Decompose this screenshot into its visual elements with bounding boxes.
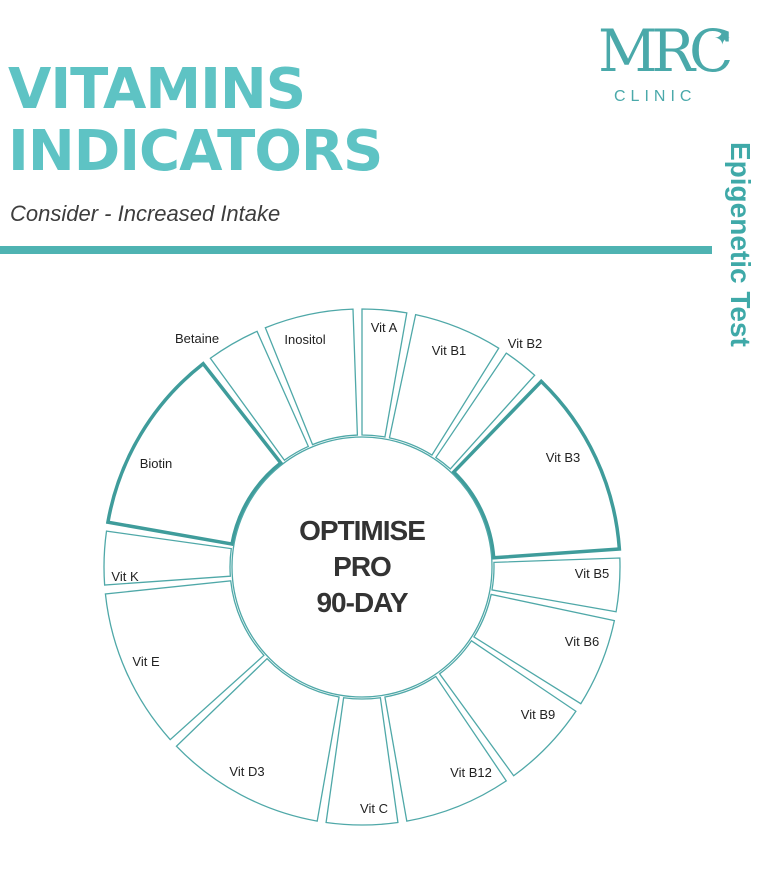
wheel-labels: Vit A Vit B1 Vit B2 Vit B3 Vit B5 Vit B6 Vit B… xyxy=(111,320,609,816)
wheel-segment-vit-k xyxy=(103,530,233,586)
segment-label: Vit B5 xyxy=(575,566,609,581)
center-line-1: OPTIMISE xyxy=(299,515,425,546)
subtitle: Consider - Increased Intake xyxy=(10,201,281,226)
wheel-segment-vit-c xyxy=(325,696,399,826)
wheel-segment-vit-b9 xyxy=(438,639,577,777)
segment-label: Betaine xyxy=(175,331,219,346)
segment-label: Vit B1 xyxy=(432,343,466,358)
center-line-3: 90-DAY xyxy=(316,587,408,618)
wheel-segment-inositol xyxy=(264,308,359,446)
segment-label: Vit E xyxy=(132,654,160,669)
segment-label: Vit B12 xyxy=(450,765,492,780)
wheel-segment-vit-b6 xyxy=(473,593,616,705)
title-line-2: INDICATORS xyxy=(8,119,383,184)
segment-label: Vit A xyxy=(371,320,398,335)
segment-label: Vit B6 xyxy=(565,634,599,649)
center-line-2: PRO xyxy=(333,551,391,582)
wheel-segment-vit-b5 xyxy=(491,557,621,613)
wheel-segment-vit-b2 xyxy=(434,352,536,470)
segment-label: Inositol xyxy=(284,332,325,347)
wheel-center-circle xyxy=(231,436,493,698)
side-title-text: Epigenetic Test xyxy=(725,142,756,347)
segment-label: Vit C xyxy=(360,801,388,816)
wheel-segment-betaine xyxy=(209,330,310,462)
wheel-segment-vit-a xyxy=(361,308,408,438)
header-divider xyxy=(0,246,712,254)
sparkle-icon: ✦ xyxy=(714,26,731,50)
segment-label: Vit D3 xyxy=(229,764,264,779)
title-line-1: VITAMINS xyxy=(8,57,306,122)
wheel-segment-vit-b1 xyxy=(388,313,500,456)
clinic-logo: MRC ✦ CLINIC xyxy=(596,22,736,112)
wheel-segment-vit-b3 xyxy=(451,378,622,560)
segment-label: Vit B9 xyxy=(521,707,555,722)
segment-label: Vit K xyxy=(111,569,139,584)
wheel-segment-vit-b12 xyxy=(384,675,508,822)
logo-mark: MRC xyxy=(598,17,733,85)
wheel-segment-vit-e xyxy=(104,580,265,741)
segment-label: Biotin xyxy=(140,456,173,471)
logo-clinic-text: CLINIC xyxy=(614,88,697,105)
side-title: Epigenetic Test xyxy=(725,142,756,382)
segment-label: Vit B2 xyxy=(508,336,542,351)
segment-label: Vit B3 xyxy=(546,450,580,465)
wheel-segment-vit-d3 xyxy=(175,657,340,822)
wheel-segment-biotin xyxy=(105,361,284,547)
wheel-segments xyxy=(103,308,622,826)
